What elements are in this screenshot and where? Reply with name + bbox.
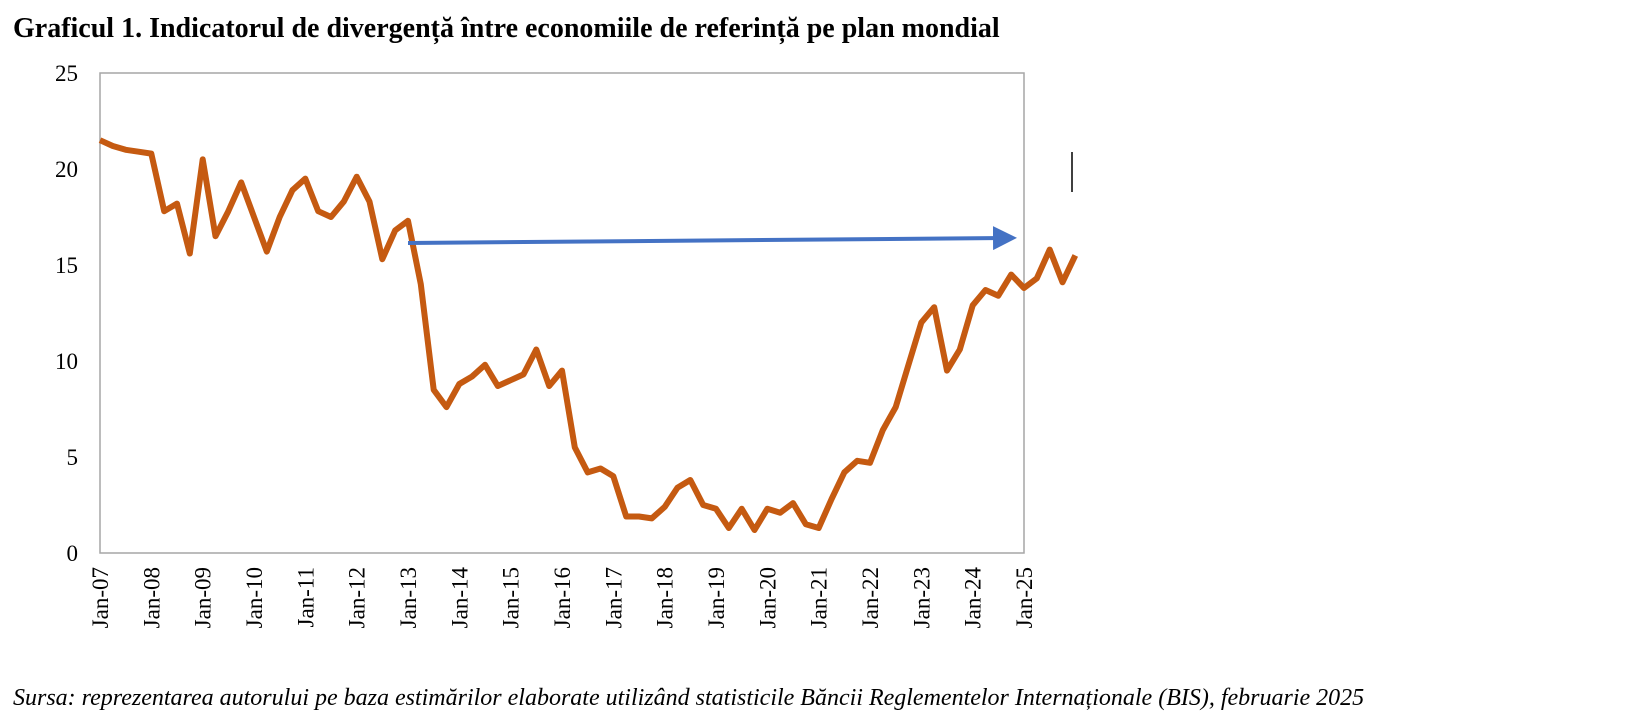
x-tick-label: Jan-22	[858, 567, 883, 628]
chart-title: Graficul 1. Indicatorul de divergență în…	[13, 13, 1000, 44]
x-tick-label: Jan-08	[139, 567, 164, 628]
trend-arrow	[407, 226, 1017, 251]
x-tick-label: Jan-19	[704, 567, 729, 628]
y-tick-label: 20	[55, 157, 78, 182]
y-tick-label: 25	[55, 61, 78, 86]
plot-border	[99, 72, 1025, 554]
data-line	[98, 137, 1079, 533]
x-tick-label: Jan-16	[550, 567, 575, 628]
x-tick-label: Jan-24	[961, 567, 986, 629]
y-tick-label: 5	[67, 445, 79, 470]
x-tick-label: Jan-07	[88, 567, 113, 628]
y-tick-label: 15	[55, 253, 78, 278]
x-tick-label: Jan-10	[242, 567, 267, 628]
x-tick-label: Jan-21	[807, 567, 832, 628]
x-tick-label: Jan-15	[499, 567, 524, 628]
x-tick-label: Jan-23	[909, 567, 934, 628]
x-tick-label: Jan-12	[345, 567, 370, 628]
x-tick-label: Jan-13	[396, 567, 421, 628]
y-tick-label: 0	[67, 541, 79, 566]
x-tick-label: Jan-09	[191, 567, 216, 628]
x-tick-label: Jan-18	[653, 567, 678, 628]
x-tick-label: Jan-20	[755, 567, 780, 628]
x-tick-label: Jan-14	[447, 567, 472, 629]
y-tick-label: 10	[55, 349, 78, 374]
source-note: Sursa: reprezentarea autorului pe baza e…	[13, 685, 1364, 711]
x-tick-label: Jan-25	[1012, 567, 1037, 628]
x-tick-label: Jan-11	[293, 567, 318, 627]
x-tick-label: Jan-17	[601, 567, 626, 628]
